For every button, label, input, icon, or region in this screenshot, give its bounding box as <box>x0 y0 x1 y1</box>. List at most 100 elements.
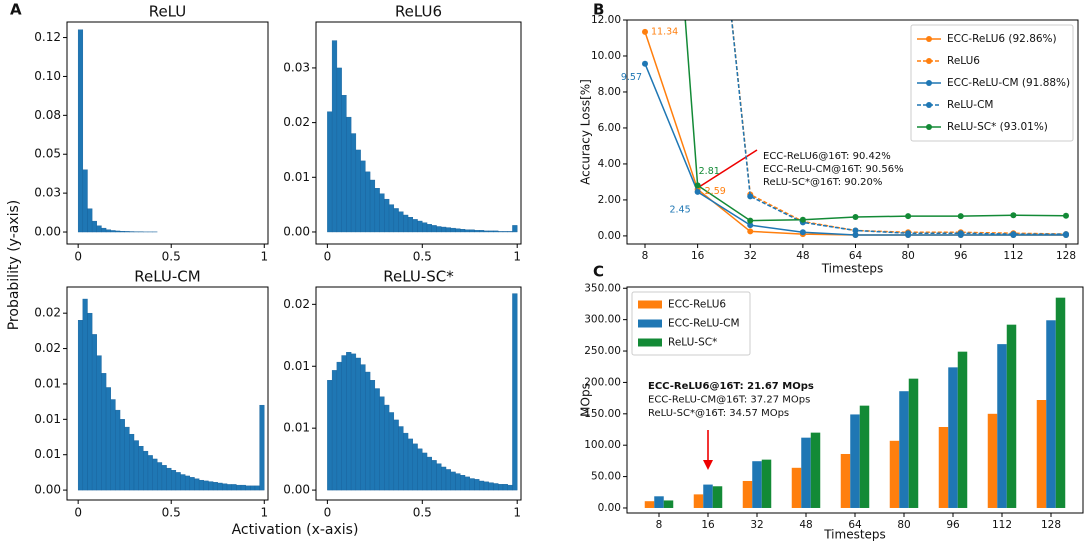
histogram-bar <box>436 463 442 491</box>
histogram-bar <box>469 229 475 233</box>
y-tick-label: 2.00 <box>598 194 621 206</box>
axes-frame <box>315 286 522 501</box>
histogram-bar <box>493 483 499 491</box>
histogram-bar <box>254 485 260 491</box>
histogram-bar <box>96 225 102 233</box>
bar <box>889 440 900 508</box>
histogram-bar <box>507 231 513 233</box>
histogram-bar <box>498 231 504 233</box>
histogram-bar <box>147 455 153 491</box>
histogram-bar <box>403 432 409 491</box>
legend-marker <box>926 36 932 42</box>
legend-swatch <box>638 319 662 328</box>
histogram-bar <box>464 476 470 491</box>
x-tick-label: 0.5 <box>162 506 181 520</box>
x-tick-label: 112 <box>1003 250 1023 262</box>
axes-frame <box>626 286 1084 514</box>
legend-marker <box>926 58 932 64</box>
histogram-bar <box>350 353 357 491</box>
histogram-bar <box>336 361 342 491</box>
histogram-bar <box>157 462 163 491</box>
legend-label: ECC-ReLU-CM (91.88%) <box>947 77 1070 89</box>
x-tick-label: 16 <box>691 250 705 262</box>
series-marker <box>852 232 859 239</box>
axes-frame <box>66 286 269 501</box>
y-tick-label: 0.01 <box>34 447 61 461</box>
x-axis-label: Timesteps <box>823 528 886 541</box>
bar <box>1046 320 1056 508</box>
y-tick-label: 100.00 <box>584 439 621 451</box>
y-tick-label: 250.00 <box>584 345 621 357</box>
histogram-bar <box>77 320 84 491</box>
histogram-bar <box>222 483 228 491</box>
histogram-bar <box>82 169 88 233</box>
histogram-bar <box>360 160 366 233</box>
x-tick-label: 128 <box>1041 519 1061 531</box>
legend-label: ECC-ReLU6 <box>668 299 726 311</box>
histogram-bar <box>115 409 121 491</box>
histogram-bar <box>212 482 218 491</box>
histogram-bar <box>96 355 102 491</box>
bar <box>752 461 762 508</box>
data-label: 11.34 <box>651 26 678 37</box>
y-tick-label: 0.00 <box>34 483 61 497</box>
histogram-bar <box>403 214 409 233</box>
y-tick-label: 0.01 <box>34 376 61 390</box>
histogram-bar <box>450 471 456 491</box>
series-marker <box>642 60 648 67</box>
bar <box>899 391 909 508</box>
panel-label: C <box>593 263 604 281</box>
histogram-bar <box>407 438 414 491</box>
x-tick-label: 0 <box>74 250 82 264</box>
series-marker <box>1063 231 1069 238</box>
histogram-bar <box>189 477 195 491</box>
histogram-bar <box>507 484 513 491</box>
histogram-bar <box>101 373 107 491</box>
x-tick-label: 0 <box>324 250 332 264</box>
y-tick-label: 0.02 <box>34 341 61 355</box>
bar <box>712 486 723 508</box>
series-marker <box>747 228 754 235</box>
histogram-bar <box>512 225 518 233</box>
chart-title: ReLU6 <box>395 3 442 21</box>
histogram-bar <box>91 334 97 491</box>
histogram-bar <box>105 229 111 233</box>
histogram-bar <box>441 466 447 491</box>
series-marker <box>747 193 754 200</box>
series-marker <box>747 222 754 229</box>
histogram-bar <box>445 227 451 233</box>
series-marker <box>852 214 859 221</box>
histogram-bar <box>166 467 172 491</box>
y-tick-label: 8.00 <box>598 86 621 98</box>
legend-marker <box>926 80 932 86</box>
histogram-bar <box>431 225 437 233</box>
bar <box>840 453 851 508</box>
histogram-bar <box>217 482 223 491</box>
annotation: ECC-ReLU-CM@16T: 37.27 MOps <box>648 395 810 406</box>
histogram-bar <box>422 452 428 491</box>
histogram-bar <box>208 481 214 491</box>
x-tick-label: 1 <box>260 506 268 520</box>
chart-title: ReLU-CM <box>134 268 200 286</box>
histogram-bar <box>474 230 480 233</box>
x-tick-label: 48 <box>799 519 812 531</box>
series-marker <box>799 229 806 236</box>
histogram-bar <box>460 475 466 491</box>
series-marker <box>694 182 701 189</box>
histogram-bar <box>426 456 432 491</box>
histogram-bar <box>393 208 399 233</box>
histogram-bar <box>331 40 338 233</box>
histogram-bar <box>350 133 357 233</box>
histogram-bar <box>346 352 352 491</box>
histogram-bar <box>184 475 191 491</box>
histogram-bar <box>436 226 442 233</box>
histogram-bar <box>87 312 93 491</box>
y-tick-label: 0.00 <box>598 230 621 242</box>
histogram-bar <box>110 399 116 491</box>
bar <box>703 484 713 508</box>
panel-label: A <box>10 1 22 19</box>
histogram-bar <box>198 479 204 491</box>
series-marker <box>694 188 701 195</box>
legend-label: ECC-ReLU-CM <box>668 318 740 330</box>
